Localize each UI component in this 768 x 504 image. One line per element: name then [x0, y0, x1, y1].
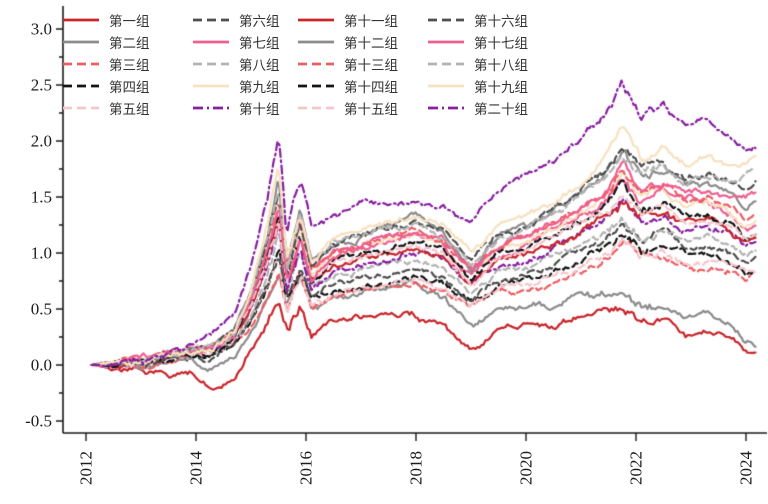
legend-item: 第二组 [62, 32, 150, 52]
legend-line-swatch [298, 62, 334, 66]
legend-label: 第十七组 [474, 36, 528, 51]
legend-item: 第四组 [62, 76, 150, 96]
x-tick-label: 2014 [186, 451, 206, 485]
legend-label: 第十一组 [344, 14, 398, 29]
legend-item: 第十三组 [297, 54, 398, 74]
legend-line-swatch [63, 62, 99, 66]
x-tick-label: 2024 [736, 451, 756, 485]
legend-item: 第十二组 [297, 32, 398, 52]
legend-label: 第三组 [109, 58, 150, 73]
legend-item: 第十八组 [427, 54, 528, 74]
x-tick-label: 2012 [76, 451, 96, 485]
legend-label: 第二十组 [474, 102, 528, 117]
x-tick-label: 2022 [626, 451, 646, 485]
legend-line-swatch [63, 18, 99, 22]
legend-label: 第十九组 [474, 80, 528, 95]
legend-item: 第九组 [192, 76, 280, 96]
legend-label: 第十四组 [344, 80, 398, 95]
legend-line-swatch [63, 106, 99, 110]
legend-label: 第四组 [109, 80, 150, 95]
legend-item: 第十六组 [427, 10, 528, 30]
legend-label: 第八组 [239, 58, 280, 73]
y-tick-label: 0.0 [30, 355, 52, 375]
legend-label: 第二组 [109, 36, 150, 51]
legend-line-swatch [298, 84, 334, 88]
y-tick-label: 1.5 [30, 187, 52, 207]
x-tick-label: 2018 [406, 451, 426, 485]
legend-line-swatch [63, 40, 99, 44]
legend-item: 第七组 [192, 32, 280, 52]
legend-item: 第八组 [192, 54, 280, 74]
legend-line-swatch [428, 18, 464, 22]
legend-line-swatch [298, 40, 334, 44]
legend-label: 第一组 [109, 14, 150, 29]
legend-item: 第六组 [192, 10, 280, 30]
legend-line-swatch [428, 62, 464, 66]
legend-item: 第十五组 [297, 98, 398, 118]
legend-label: 第十六组 [474, 14, 528, 29]
legend-item: 第十一组 [297, 10, 398, 30]
legend-label: 第十三组 [344, 58, 398, 73]
y-tick-label: 2.0 [30, 131, 52, 151]
legend-label: 第十五组 [344, 102, 398, 117]
legend-line-swatch [193, 18, 229, 22]
y-tick-label: 1.0 [30, 243, 52, 263]
legend-line-swatch [428, 106, 464, 110]
legend-line-swatch [193, 62, 229, 66]
legend: 第一组 第二组 第三组 第四组 第五组 第六组 第七组 第八组 第九组 第十组 第十一组 第十二组 第十… [0, 0, 560, 122]
legend-line-swatch [63, 84, 99, 88]
legend-item: 第十组 [192, 98, 280, 118]
y-tick-label: 3.0 [30, 19, 52, 39]
legend-label: 第十二组 [344, 36, 398, 51]
legend-line-swatch [298, 18, 334, 22]
y-tick-label: -0.5 [25, 411, 52, 431]
legend-label: 第十八组 [474, 58, 528, 73]
legend-item: 第十七组 [427, 32, 528, 52]
legend-item: 第二十组 [427, 98, 528, 118]
legend-item: 第三组 [62, 54, 150, 74]
legend-line-swatch [193, 84, 229, 88]
legend-item: 第十四组 [297, 76, 398, 96]
x-tick-label: 2020 [516, 451, 536, 485]
legend-label: 第六组 [239, 14, 280, 29]
legend-line-swatch [428, 84, 464, 88]
legend-line-swatch [428, 40, 464, 44]
legend-label: 第七组 [239, 36, 280, 51]
x-tick-label: 2016 [296, 451, 316, 485]
legend-label: 第九组 [239, 80, 280, 95]
legend-line-swatch [298, 106, 334, 110]
legend-line-swatch [193, 40, 229, 44]
legend-item: 第五组 [62, 98, 150, 118]
legend-item: 第一组 [62, 10, 150, 30]
legend-label: 第五组 [109, 102, 150, 117]
y-tick-label: 2.5 [30, 75, 52, 95]
legend-line-swatch [193, 106, 229, 110]
legend-item: 第十九组 [427, 76, 528, 96]
legend-label: 第十组 [239, 102, 280, 117]
y-tick-label: 0.5 [30, 299, 52, 319]
